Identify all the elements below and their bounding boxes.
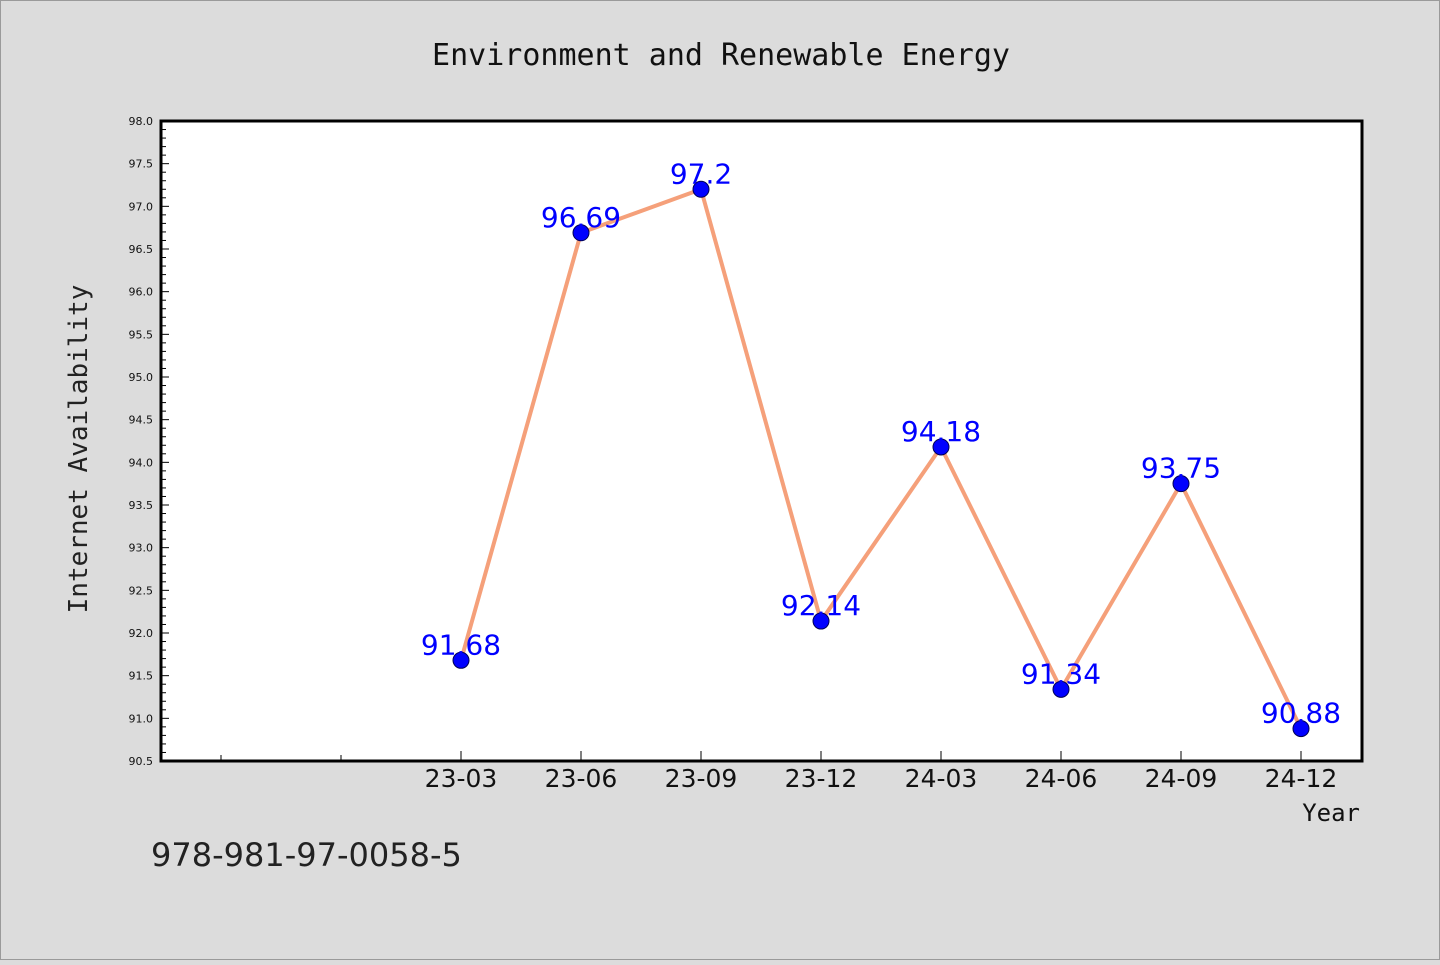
x-tick-label: 24-06 <box>1025 764 1098 793</box>
y-tick-label: 94.0 <box>129 456 154 469</box>
y-tick-label: 91.0 <box>129 712 154 725</box>
data-point <box>452 651 470 669</box>
y-tick-label: 95.0 <box>129 371 154 384</box>
y-tick-label: 90.5 <box>129 755 154 768</box>
data-label: 94.18 <box>901 415 981 448</box>
data-labels: 91.68 96.69 97.2 92.14 94.18 91.34 93.75 90.88 <box>421 157 1341 729</box>
x-axis: 23-03 23-06 23-09 23-12 24-03 24-06 24-09 24-12 <box>220 751 1338 793</box>
data-point <box>572 224 590 242</box>
y-tick-label: 98.0 <box>129 115 154 128</box>
y-tick-label: 92.5 <box>129 584 154 597</box>
x-tick-label: 24-09 <box>1145 764 1218 793</box>
data-label: 91.68 <box>421 628 501 661</box>
data-label: 92.14 <box>781 589 861 622</box>
x-tick-label: 24-12 <box>1265 764 1338 793</box>
chart-title: Environment and Renewable Energy <box>432 38 1010 73</box>
y-tick-label: 96.0 <box>129 286 154 299</box>
data-point <box>1292 720 1310 738</box>
y-tick-label: 97.0 <box>129 200 154 213</box>
series-line <box>459 187 1303 730</box>
y-tick-label: 92.0 <box>129 627 154 640</box>
y-axis: 90.5 91.0 91.5 92.0 92.5 93.0 93.5 94.0 94.5 95.0… <box>129 115 169 768</box>
x-tick-label: 23-12 <box>785 764 858 793</box>
y-tick-label: 93.5 <box>129 499 154 512</box>
data-point <box>812 612 830 630</box>
data-label: 93.75 <box>1141 452 1221 485</box>
plot-area <box>159 119 1364 763</box>
series-group <box>452 180 1310 738</box>
y-tick-label: 93.0 <box>129 542 154 555</box>
data-point <box>1172 475 1190 493</box>
x-tick-label: 23-06 <box>545 764 618 793</box>
x-tick-label: 24-03 <box>905 764 978 793</box>
data-label: 97.2 <box>670 157 732 190</box>
y-axis-label: Internet Availability <box>64 285 94 614</box>
plot-background <box>159 119 1364 763</box>
y-tick-label: 91.5 <box>129 670 154 683</box>
data-label: 96.69 <box>541 201 621 234</box>
y-tick-label: 96.5 <box>129 243 154 256</box>
x-axis-label: Year <box>1302 799 1360 827</box>
x-tick-label: 23-03 <box>425 764 498 793</box>
y-tick-label: 97.5 <box>129 158 154 171</box>
data-label: 91.34 <box>1021 657 1101 690</box>
x-tick-label: 23-09 <box>665 764 738 793</box>
isbn-label: 978-981-97-0058-5 <box>151 836 462 874</box>
y-tick-label: 94.5 <box>129 414 154 427</box>
y-tick-label: 95.5 <box>129 328 154 341</box>
data-point <box>1052 680 1070 698</box>
data-label: 90.88 <box>1261 697 1341 730</box>
data-point <box>692 180 710 198</box>
data-point <box>932 438 950 456</box>
